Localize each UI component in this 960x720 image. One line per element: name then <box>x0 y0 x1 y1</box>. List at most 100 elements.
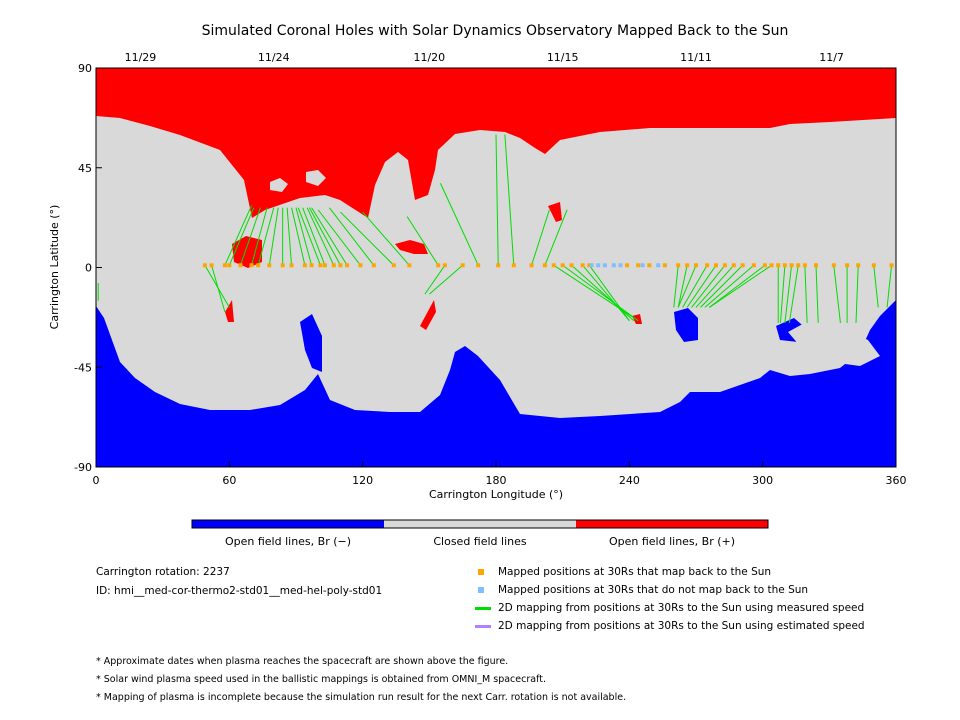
positive-patch-4 <box>225 300 234 322</box>
x-tick-label: 360 <box>886 474 907 487</box>
mapped-point <box>551 263 556 268</box>
measured-mapping-line <box>700 264 744 308</box>
unmapped-point <box>589 263 594 268</box>
colorbar-segment <box>192 520 384 528</box>
colorbar-label: Closed field lines <box>433 535 527 548</box>
mapped-point <box>636 263 641 268</box>
x-axis-label: Carrington Longitude (°) <box>429 488 563 501</box>
date-tick-label: 11/24 <box>258 51 290 64</box>
unmapped-point <box>640 263 645 268</box>
mapped-point <box>871 263 876 268</box>
y-tick-label: -90 <box>74 461 92 474</box>
mapped-point <box>831 263 836 268</box>
measured-mapping-line <box>709 264 766 308</box>
mapped-point <box>685 263 690 268</box>
measured-mapping-line <box>691 264 726 308</box>
date-tick-label: 11/15 <box>547 51 579 64</box>
measured-mapping-line <box>709 264 772 308</box>
x-tick-label: 0 <box>93 474 100 487</box>
mapped-point <box>256 263 261 268</box>
measured-mapping-line <box>582 264 630 322</box>
mapped-point <box>227 263 232 268</box>
mapped-point <box>694 263 698 268</box>
mapped-point <box>580 263 585 268</box>
x-tick-label: 60 <box>222 474 236 487</box>
measured-mapping-line <box>588 264 630 321</box>
measured-mapping-line <box>704 264 755 308</box>
mapped-point <box>845 263 850 268</box>
measured-mapping-line <box>424 264 446 295</box>
x-tick-label: 180 <box>486 474 507 487</box>
chart-title: Simulated Coronal Holes with Solar Dynam… <box>202 23 789 39</box>
mapped-point <box>796 263 801 268</box>
mapped-point <box>309 263 314 268</box>
positive-patch-2 <box>395 240 428 254</box>
date-tick-label: 11/7 <box>819 51 844 64</box>
mapped-point <box>436 263 441 268</box>
date-tick-label: 11/29 <box>125 51 157 64</box>
y-axis-label: Carrington Latitude (°) <box>48 205 61 330</box>
mapped-point <box>802 263 807 268</box>
y-tick-label: 45 <box>78 162 92 175</box>
unmapped-point <box>618 263 623 268</box>
mapped-point <box>814 263 818 268</box>
mapped-point <box>267 263 272 268</box>
mapped-point <box>542 263 547 268</box>
measured-mapping-line <box>544 209 568 266</box>
measured-mapping-line <box>855 265 859 323</box>
legend-square-swatch <box>478 569 484 575</box>
positive-patch-3 <box>548 202 562 222</box>
legend-label: 2D mapping from positions at 30Rs to the… <box>498 620 865 632</box>
footnote: * Mapping of plasma is incomplete becaus… <box>96 692 627 703</box>
measured-mapping-line <box>833 265 841 323</box>
unmapped-point <box>611 263 616 268</box>
footnote: * Solar wind plasma speed used in the ba… <box>96 674 546 685</box>
colorbar-label: Open field lines, Br (−) <box>225 535 351 548</box>
negative-patch-2 <box>674 308 698 342</box>
measured-mapping-line <box>779 265 786 323</box>
measured-mapping-line <box>308 207 341 266</box>
mapped-point <box>302 263 307 268</box>
measured-mapping-line <box>406 216 439 266</box>
mapped-point <box>238 263 243 268</box>
positive-patch-5 <box>420 300 436 330</box>
mapped-point <box>762 263 767 268</box>
measured-mapping-line <box>815 265 819 323</box>
measured-mapping-line <box>673 265 679 308</box>
measured-mapping-line <box>784 265 793 323</box>
measured-mapping-line <box>251 207 268 266</box>
footnote: * Approximate dates when plasma reaches … <box>96 656 509 667</box>
mapped-points <box>202 263 894 268</box>
mapped-point <box>662 263 667 268</box>
mapped-point <box>676 263 681 268</box>
mapped-point <box>222 263 227 268</box>
measured-mapping-line <box>340 211 395 266</box>
mapped-point <box>391 263 396 268</box>
date-tick-label: 11/20 <box>413 51 445 64</box>
gray-island-3 <box>788 320 880 366</box>
x-tick-label: 300 <box>752 474 773 487</box>
colorbar-segment <box>576 520 768 528</box>
measured-mapping-line <box>362 211 410 266</box>
legend-label: 2D mapping from positions at 30Rs to the… <box>498 602 865 614</box>
mapped-point <box>856 263 861 268</box>
mapped-point <box>587 263 592 268</box>
measured-mapping-line <box>286 207 293 266</box>
mapped-point <box>318 263 323 268</box>
mapped-point <box>407 263 412 268</box>
mapped-point <box>442 263 447 268</box>
measured-mapping-line <box>531 209 550 266</box>
mapped-point <box>647 263 652 268</box>
measured-mapping-line <box>311 207 348 266</box>
positive-open-field-region <box>96 68 896 218</box>
legend-square-swatch <box>478 587 484 593</box>
measured-mapping-line <box>328 207 375 266</box>
run-id: ID: hmi__med-cor-thermo2-std01__med-hel-… <box>96 585 383 597</box>
mapped-point <box>751 263 756 268</box>
mapped-point <box>769 263 774 268</box>
measured-mapping-line <box>297 207 321 266</box>
measured-mapping-line <box>211 265 226 312</box>
mapped-point <box>529 263 534 268</box>
measured-mapping-line <box>562 264 639 322</box>
measured-mapping-line <box>239 207 261 266</box>
